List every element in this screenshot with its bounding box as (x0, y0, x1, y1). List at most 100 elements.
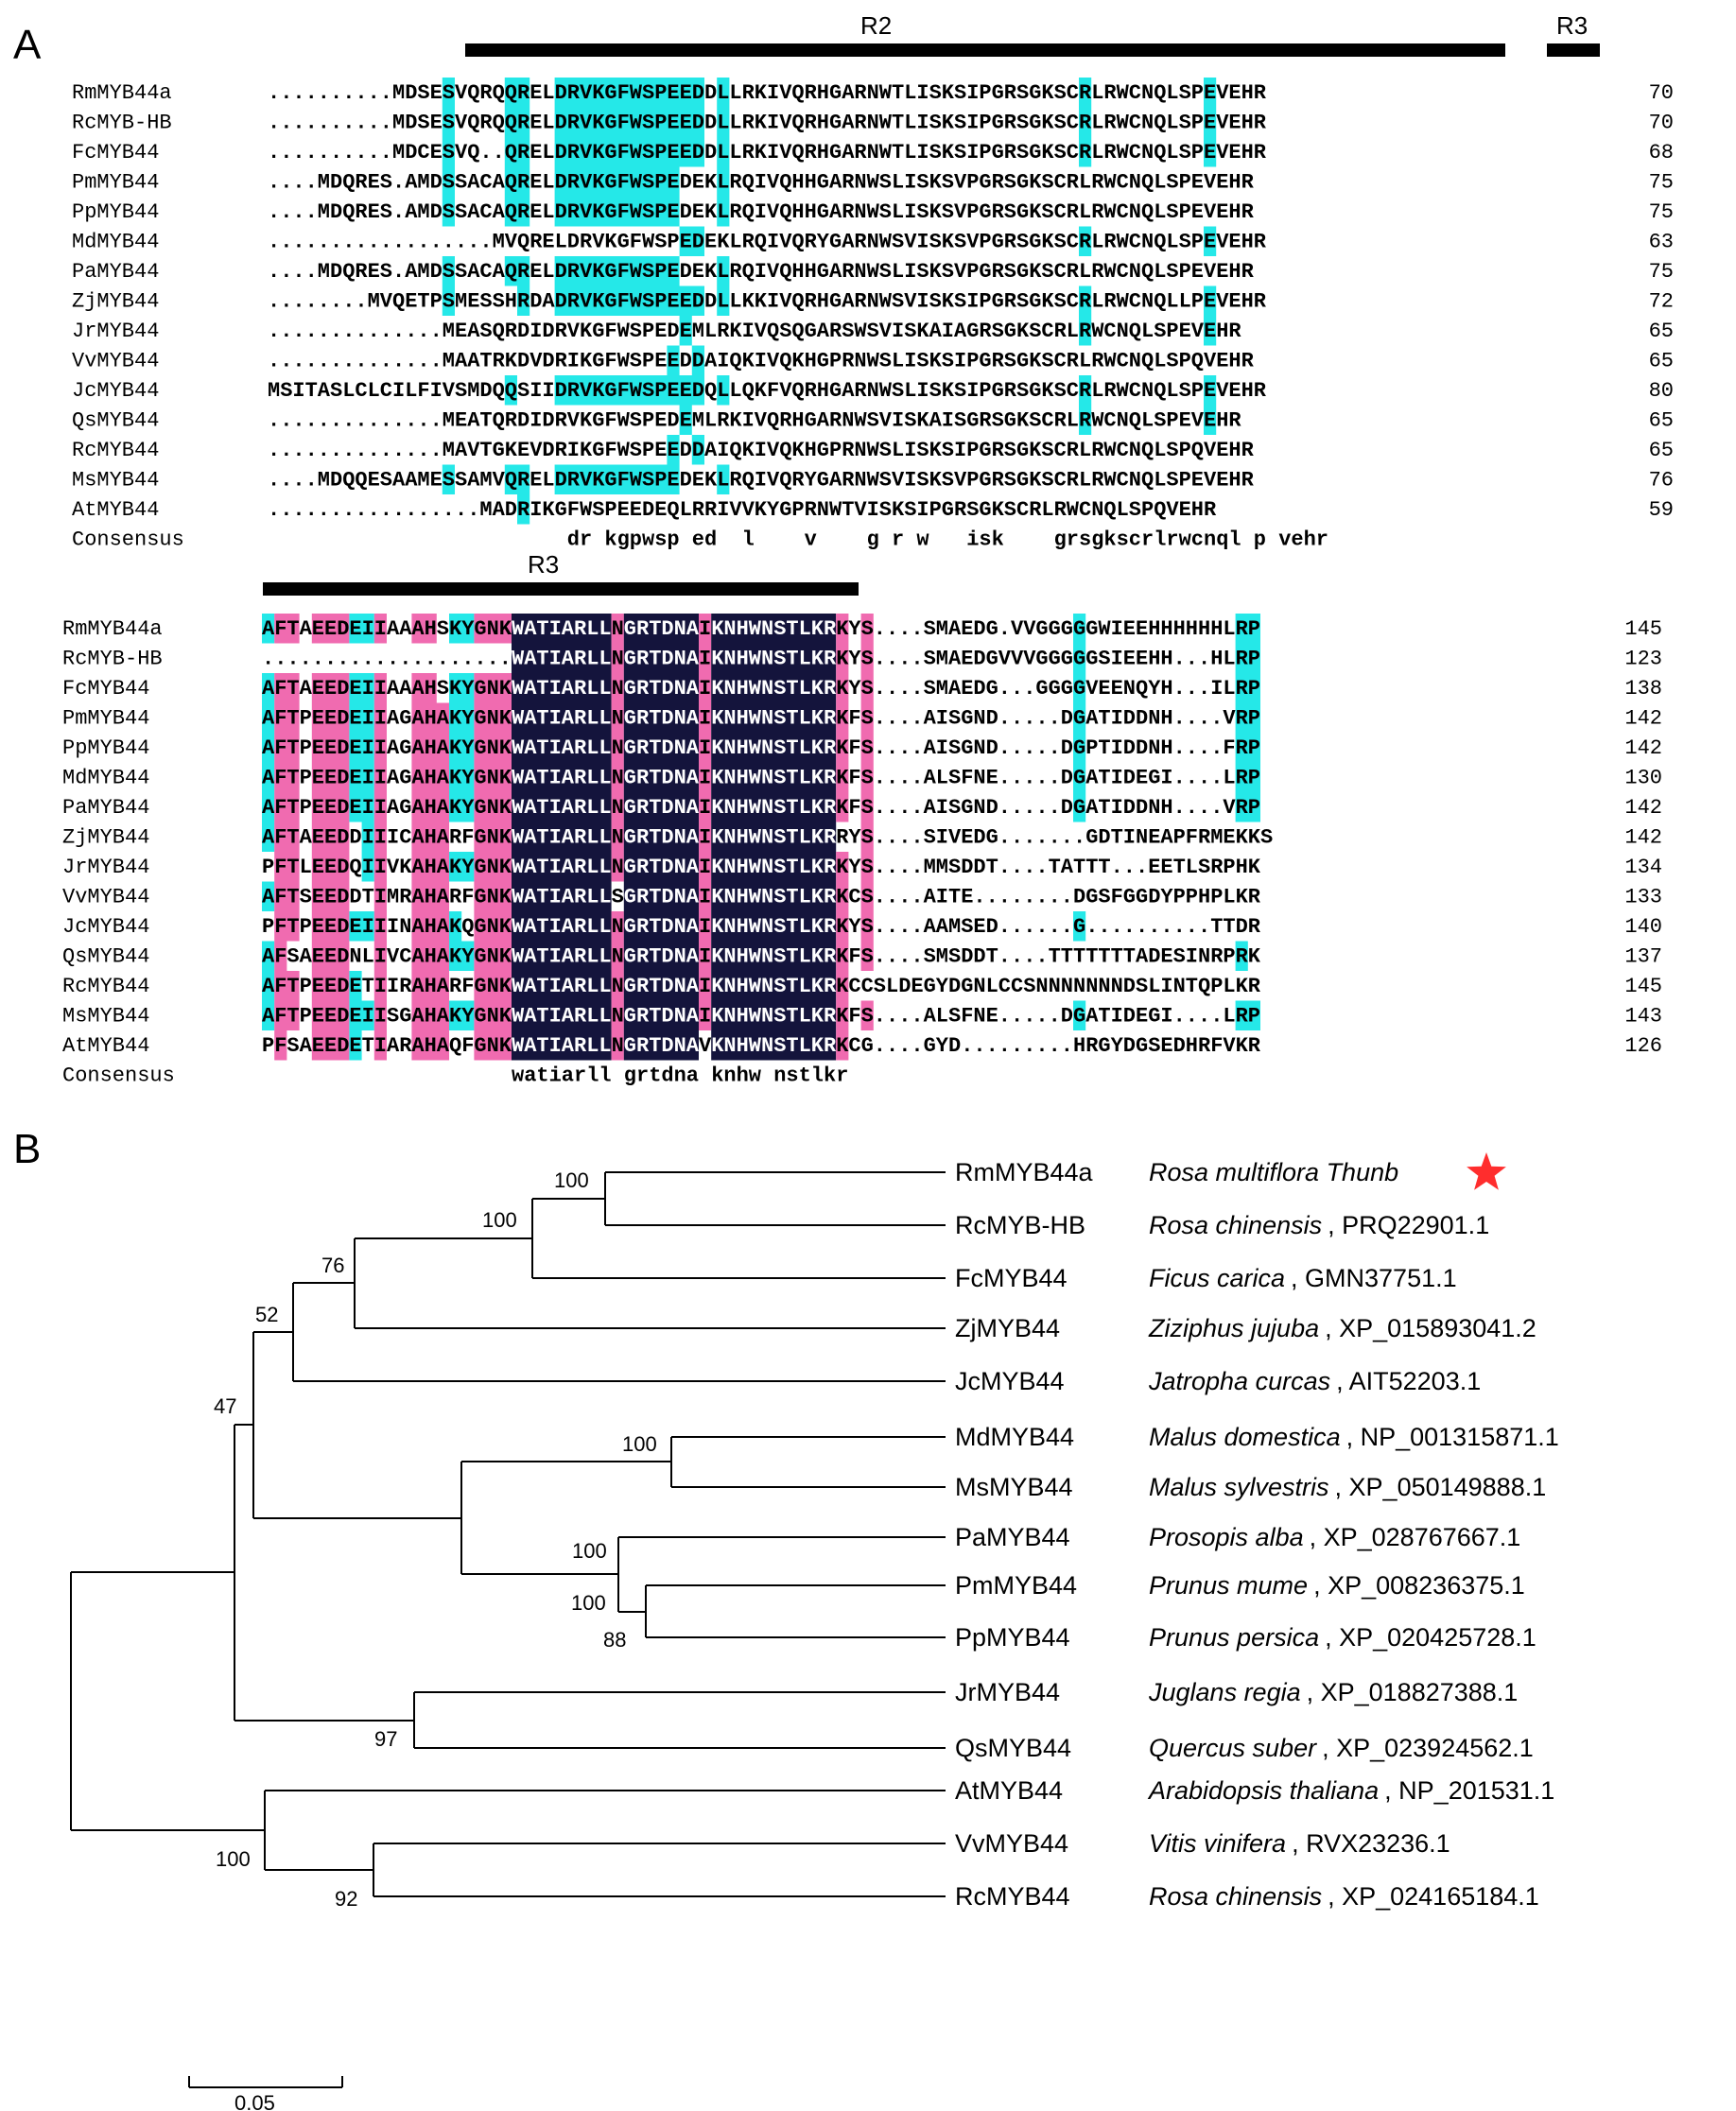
sequence-residues: ..............MAATRKDVDRIKGFWSPEEDDAIQKI… (268, 350, 1255, 373)
conservation-shade (1079, 316, 1092, 346)
conservation-shade (442, 256, 455, 286)
leaf-species: Quercus suber (1149, 1734, 1317, 1762)
conservation-shade (860, 762, 874, 792)
conservation-shade (373, 822, 387, 852)
conservation-shade (474, 1000, 512, 1030)
conservation-shade (274, 1030, 287, 1061)
sequence-name: RcMYB-HB (72, 112, 172, 135)
conservation-shade (554, 464, 680, 494)
residue-count: 143 (1624, 1005, 1662, 1029)
conservation-shade (1235, 673, 1260, 703)
residue-count: 145 (1624, 975, 1662, 998)
conservation-shade (349, 673, 374, 703)
conservation-shade (311, 971, 350, 1001)
conservation-shade (1073, 643, 1086, 673)
sequence-name: AtMYB44 (62, 1034, 149, 1058)
leaf-species: Prosopis alba (1149, 1523, 1304, 1551)
leaf-species: Prunus mume (1149, 1571, 1308, 1600)
sequence-name: ZjMYB44 (72, 290, 159, 314)
sequence-name: JcMYB44 (62, 915, 149, 939)
sequence-name: MsMYB44 (62, 1005, 149, 1029)
conservation-shade (623, 881, 699, 911)
residue-count: 65 (1649, 409, 1674, 433)
conservation-shade (474, 852, 512, 882)
conservation-shade (504, 375, 517, 406)
conservation-shade (699, 941, 712, 971)
alignment-row: RmMYB44a AFTAEEDEIIAAAHSKYGNKWATIARLLNGRT… (62, 614, 1662, 644)
conservation-shade (504, 166, 530, 197)
conservation-shade (699, 852, 712, 882)
conservation-shade (699, 673, 712, 703)
conservation-shade (691, 435, 704, 465)
conservation-shade (512, 822, 612, 852)
conservation-shade (711, 852, 837, 882)
r2-label: R2 (860, 11, 892, 40)
alignment-row: PmMYB44 AFTPEEDEIIAGAHAKYGNKWATIARLLNGRTD… (62, 702, 1662, 733)
conservation-shade (474, 673, 512, 703)
consensus-label: Consensus (62, 1064, 175, 1088)
conservation-shade (554, 375, 704, 406)
r3-label-bottom: R3 (528, 550, 559, 579)
bootstrap-value: 100 (216, 1847, 251, 1871)
conservation-shade (504, 197, 530, 227)
sequence-residues: PFTPEEDEIIINAHAKQGNKWATIARLLNGRTDNAIKNHW… (262, 915, 1261, 939)
conservation-shade (717, 286, 730, 316)
residue-count: 130 (1624, 767, 1662, 790)
residue-count: 63 (1649, 231, 1674, 254)
alignment-row: RcMYB-HB ..........MDSESVQRQQRELDRVKGFWSP… (72, 107, 1674, 137)
conservation-shade (274, 911, 300, 942)
sequence-name: MdMYB44 (62, 767, 149, 790)
sequence-name: JcMYB44 (72, 379, 159, 403)
conservation-shade (274, 1000, 300, 1030)
conservation-shade (373, 702, 387, 733)
conservation-shade (1079, 375, 1092, 406)
sequence-name: JrMYB44 (72, 320, 159, 343)
conservation-shade (623, 643, 699, 673)
conservation-shade (623, 762, 699, 792)
leaf-gene-name: JcMYB44 (955, 1367, 1065, 1395)
conservation-shade (411, 702, 449, 733)
conservation-shade (274, 881, 300, 911)
conservation-shade (474, 971, 512, 1001)
conservation-shade (836, 911, 849, 942)
conservation-shade (311, 1000, 350, 1030)
conservation-shade (711, 702, 837, 733)
r3-bar-bottom (263, 582, 859, 596)
sequence-residues: ..................MVQRELDRVKGFWSPEDEKLRQ… (268, 231, 1267, 254)
leaf-accession: , GMN37751.1 (1291, 1264, 1457, 1292)
leaf-gene-name: JrMYB44 (955, 1678, 1060, 1706)
leaf-accession: , XP_020425728.1 (1325, 1623, 1536, 1652)
conservation-shade (1235, 1000, 1260, 1030)
conservation-shade (1235, 702, 1260, 733)
conservation-shade (699, 1000, 712, 1030)
conservation-shade (1204, 78, 1217, 108)
bootstrap-value: 100 (482, 1208, 517, 1232)
conservation-shade (717, 78, 730, 108)
residue-count: 145 (1624, 617, 1662, 641)
conservation-shade (274, 941, 287, 971)
leaf-accession: , XP_015893041.2 (1325, 1314, 1536, 1342)
conservation-shade (262, 881, 275, 911)
conservation-shade (711, 1000, 837, 1030)
conservation-shade (411, 792, 449, 822)
tree-leaf: MsMYB44 Malus sylvestris, XP_050149888.1 (955, 1473, 1546, 1501)
leaf-gene-name: ZjMYB44 (955, 1314, 1060, 1342)
conservation-shade (504, 464, 530, 494)
conservation-shade (611, 762, 624, 792)
sequence-name: RmMYB44a (72, 81, 172, 105)
conservation-shade (836, 792, 849, 822)
conservation-shade (449, 702, 475, 733)
conservation-shade (611, 1030, 624, 1061)
alignment-row: JrMYB44 ..............MEASQRDIDRVKGFWSPED… (72, 316, 1674, 346)
conservation-shade (512, 673, 612, 703)
conservation-shade (1204, 286, 1217, 316)
conservation-shade (717, 107, 730, 137)
conservation-shade (623, 1000, 699, 1030)
bootstrap-value: 76 (321, 1254, 344, 1277)
conservation-shade (442, 78, 455, 108)
conservation-shade (474, 1030, 512, 1061)
conservation-shade (442, 107, 455, 137)
residue-count: 140 (1624, 915, 1662, 939)
conservation-shade (373, 1000, 387, 1030)
conservation-shade (512, 911, 612, 942)
